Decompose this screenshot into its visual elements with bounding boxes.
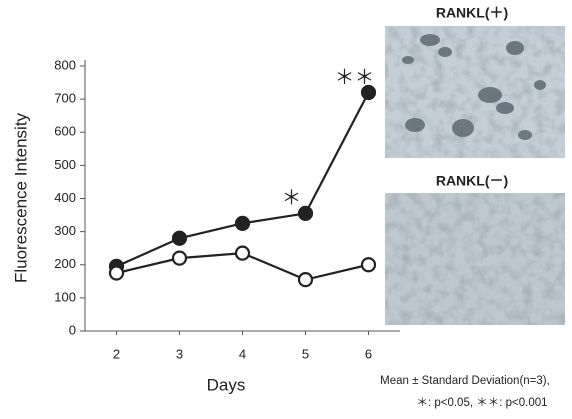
data-point <box>234 215 251 231</box>
y-axis-title: Fluorescence Intensity <box>11 112 30 283</box>
y-tick-label: 0 <box>69 322 76 337</box>
y-tick-label: 700 <box>54 91 76 106</box>
data-point <box>171 250 188 266</box>
data-point <box>297 205 314 222</box>
y-tick-label: 600 <box>54 124 76 139</box>
y-tick-label: 300 <box>54 223 76 238</box>
annotation: ＊＊ <box>335 67 375 89</box>
y-tick-label: 800 <box>54 57 76 72</box>
y-tick-label: 100 <box>54 289 76 304</box>
micrograph-negative <box>385 193 565 325</box>
x-tick-label: 2 <box>113 346 120 361</box>
data-point <box>360 257 377 273</box>
x-tick-label: 5 <box>302 346 309 361</box>
footnote: Mean ± Standard Deviation(n=3), <box>380 375 550 387</box>
x-axis-title: Days <box>207 375 246 394</box>
x-tick-label: 6 <box>365 346 372 361</box>
y-tick-label: 400 <box>54 190 76 205</box>
x-tick-label: 4 <box>239 346 246 361</box>
data-point <box>171 230 188 246</box>
y-tick-label: 200 <box>54 256 76 271</box>
data-point <box>108 265 125 281</box>
annotation: ＊ <box>282 188 302 210</box>
data-point <box>297 272 314 288</box>
data-point <box>234 245 251 261</box>
data-point <box>360 84 377 101</box>
y-tick-label: 500 <box>54 157 76 172</box>
x-tick-label: 3 <box>176 346 183 361</box>
micrograph-positive <box>385 26 565 158</box>
series-line <box>116 91 370 268</box>
footnote: ＊: p<0.05, ＊＊: p<0.001 <box>416 397 547 409</box>
image-label: RANKL(＋) <box>436 5 508 21</box>
image-label: RANKL(－) <box>436 173 508 189</box>
